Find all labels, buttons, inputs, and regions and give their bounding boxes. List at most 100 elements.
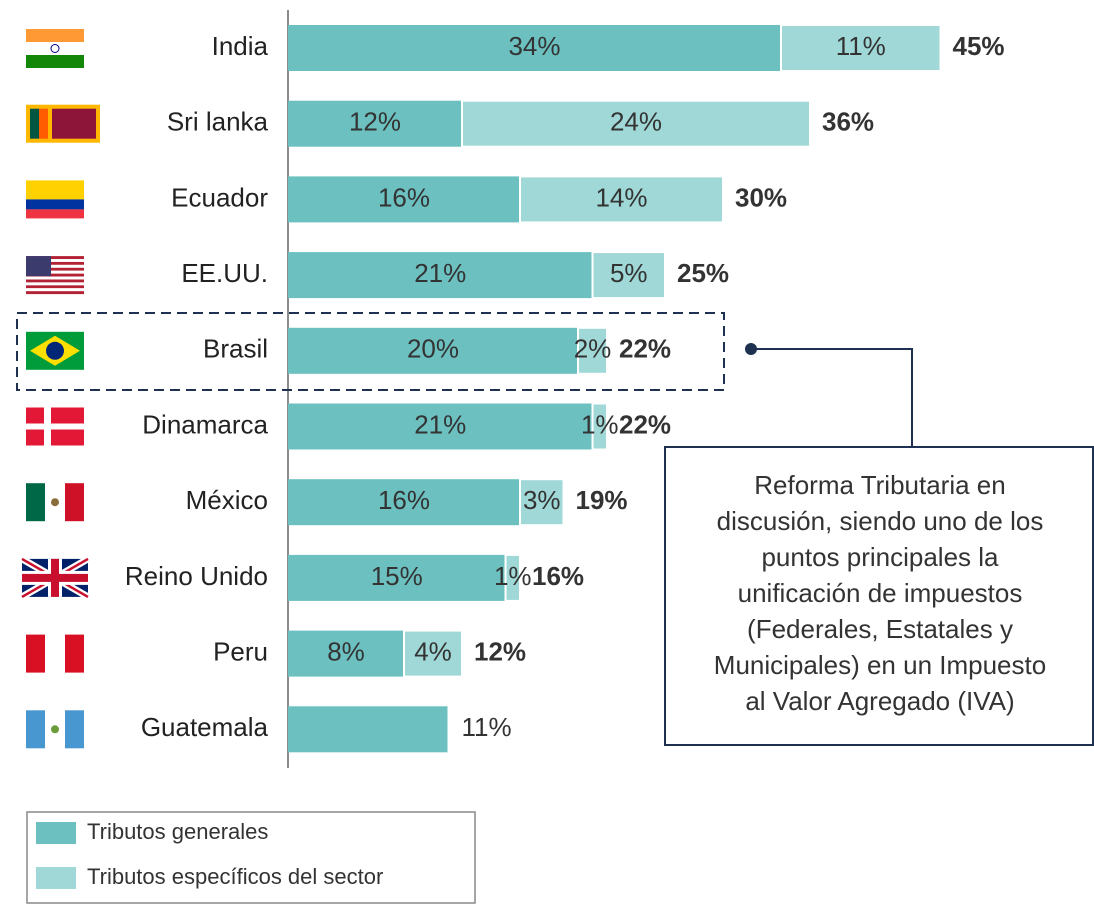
total-label: 11% <box>462 712 512 742</box>
flag-part <box>26 42 84 55</box>
legend-swatch <box>36 822 76 844</box>
category-label: Reino Unido <box>125 561 268 591</box>
value-label: 16% <box>378 182 430 212</box>
annotation-text: puntos principales la <box>761 542 999 572</box>
annotation-text: Municipales) en un Impuesto <box>714 650 1046 680</box>
bar-segment <box>403 629 463 678</box>
flag <box>26 331 84 370</box>
value-label: 5% <box>610 258 648 288</box>
total-label: 36% <box>822 107 874 137</box>
bar-segment <box>288 479 520 526</box>
flag-part <box>26 276 84 280</box>
value-label: 12% <box>349 107 401 137</box>
category-label: Sri lanka <box>167 107 269 137</box>
flag-part <box>26 282 84 286</box>
category-label: EE.UU. <box>181 258 268 288</box>
category-label: Guatemala <box>141 712 269 742</box>
total-label: 19% <box>576 485 628 515</box>
flag-part <box>26 256 51 277</box>
value-label: 8% <box>327 636 365 666</box>
flag-part <box>26 259 84 262</box>
flag-part <box>26 270 84 274</box>
category-label: Brasil <box>203 334 268 364</box>
value-label: 11% <box>836 31 886 61</box>
highlight-box <box>16 312 725 391</box>
legend-label: Tributos generales <box>87 819 268 844</box>
value-label: 14% <box>595 182 647 212</box>
flag-part <box>26 483 45 522</box>
flag-part <box>26 710 45 749</box>
value-label: 4% <box>414 636 452 666</box>
annotation-text: discusión, siendo uno de los <box>717 506 1044 536</box>
bar-segment <box>288 100 462 147</box>
total-label: 25% <box>677 258 729 288</box>
flag-part <box>52 108 96 139</box>
flag <box>26 483 84 522</box>
total-label: 22% <box>619 409 671 439</box>
bar-segment <box>519 478 565 527</box>
flag-part <box>26 256 84 260</box>
value-label: 21% <box>414 258 466 288</box>
flag-part <box>22 573 88 582</box>
flag-part <box>26 291 84 295</box>
flag <box>26 256 84 295</box>
flag-part <box>65 634 84 673</box>
total-label: 45% <box>953 31 1005 61</box>
bar-segment <box>288 706 448 753</box>
flag <box>26 29 84 68</box>
bar-segment <box>288 630 404 677</box>
flag <box>20 555 90 600</box>
connector-line <box>751 348 913 447</box>
flag <box>26 634 84 673</box>
bar-segment <box>591 251 666 300</box>
flag-part <box>46 341 64 360</box>
annotation-text: (Federales, Estatales y <box>747 614 1013 644</box>
bar-segment <box>288 252 593 299</box>
flag-part <box>65 483 84 522</box>
bar-segment <box>288 25 781 71</box>
category-label: Ecuador <box>171 182 268 212</box>
bar-segment <box>288 403 593 450</box>
flag-part <box>30 108 39 139</box>
value-label: 3% <box>523 485 561 515</box>
bar-segment <box>780 24 942 72</box>
category-label: Peru <box>213 636 268 666</box>
flag-part <box>26 423 84 430</box>
category-label: México <box>186 485 268 515</box>
value-label: 1% <box>581 409 619 439</box>
flag-part <box>50 44 60 53</box>
category-label: India <box>212 31 269 61</box>
total-label: 22% <box>619 334 671 364</box>
flag-part <box>26 285 84 289</box>
flag-part <box>26 267 84 271</box>
bar-segment <box>504 553 521 602</box>
total-label: 16% <box>532 561 584 591</box>
flag-part <box>39 108 48 139</box>
bar-segment <box>288 554 506 601</box>
value-label: 15% <box>371 561 423 591</box>
value-label: 20% <box>407 334 459 364</box>
value-label: 16% <box>378 485 430 515</box>
flag-part <box>26 264 84 268</box>
flag-part <box>26 180 84 200</box>
flag <box>26 710 84 749</box>
annotation-box <box>664 446 1094 746</box>
total-label: 30% <box>735 182 787 212</box>
flag-part <box>26 273 84 277</box>
flag-part <box>65 710 84 749</box>
flag-part <box>26 634 45 673</box>
flag-part <box>26 209 84 219</box>
flag-part <box>51 725 59 734</box>
annotation-text: unificación de impuestos <box>738 578 1023 608</box>
bar-segment <box>288 327 578 374</box>
flag-part <box>26 55 84 68</box>
total-label: 12% <box>474 636 526 666</box>
legend-label: Tributos específicos del sector <box>87 864 383 889</box>
value-label: 21% <box>414 409 466 439</box>
value-label: 24% <box>610 107 662 137</box>
flag <box>26 180 84 219</box>
flag-part <box>26 261 84 265</box>
flag <box>26 407 84 446</box>
legend <box>26 811 476 904</box>
